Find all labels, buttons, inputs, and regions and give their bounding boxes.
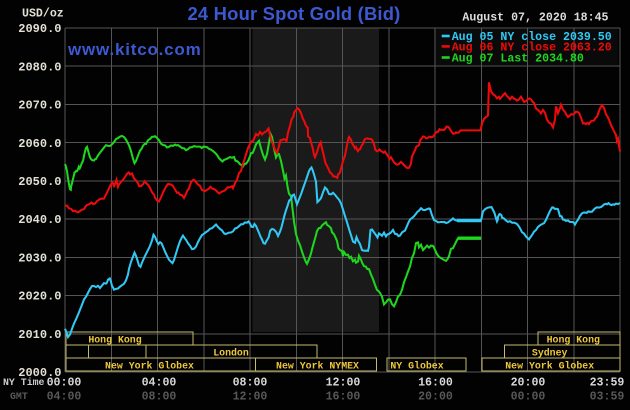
svg-text:16:00: 16:00 (326, 391, 361, 404)
svg-text:Hong Kong: Hong Kong (547, 335, 600, 346)
svg-text:2060.0: 2060.0 (18, 137, 61, 151)
svg-text:2010.0: 2010.0 (18, 328, 61, 342)
svg-text:12:00: 12:00 (326, 377, 361, 390)
svg-text:London: London (213, 348, 249, 359)
svg-text:New York Globex: New York Globex (505, 361, 594, 372)
svg-text:New York NYMEX: New York NYMEX (276, 361, 359, 372)
svg-text:2090.0: 2090.0 (18, 22, 61, 36)
svg-text:12:00: 12:00 (233, 391, 268, 404)
svg-text:Aug 06 NY close 2063.20: Aug 06 NY close 2063.20 (452, 41, 612, 54)
svg-text:2000.0: 2000.0 (18, 366, 61, 380)
svg-text:www.kitco.com: www.kitco.com (67, 40, 202, 59)
svg-text:August 07, 2020 18:45: August 07, 2020 18:45 (462, 11, 608, 24)
svg-text:Aug 07 Last 2034.80: Aug 07 Last 2034.80 (452, 53, 584, 66)
svg-text:2080.0: 2080.0 (18, 60, 61, 74)
svg-text:GMT: GMT (10, 391, 28, 402)
svg-text:2040.0: 2040.0 (18, 213, 61, 227)
svg-text:20:00: 20:00 (418, 391, 453, 404)
svg-text:04:00: 04:00 (142, 377, 177, 390)
svg-text:04:00: 04:00 (47, 391, 82, 404)
svg-text:2030.0: 2030.0 (18, 251, 61, 265)
svg-text:20:00: 20:00 (511, 377, 546, 390)
svg-text:USD/oz: USD/oz (22, 8, 64, 21)
svg-text:08:00: 08:00 (233, 377, 268, 390)
svg-text:00:00: 00:00 (47, 377, 82, 390)
svg-text:2070.0: 2070.0 (18, 99, 61, 113)
svg-text:00:00: 00:00 (511, 391, 546, 404)
svg-text:2050.0: 2050.0 (18, 175, 61, 189)
svg-text:24 Hour Spot Gold (Bid): 24 Hour Spot Gold (Bid) (187, 3, 400, 24)
svg-text:New York Globex: New York Globex (105, 361, 194, 372)
svg-text:Sydney: Sydney (532, 348, 568, 359)
svg-text:NY Time: NY Time (3, 377, 45, 388)
svg-text:08:00: 08:00 (142, 391, 177, 404)
svg-text:16:00: 16:00 (418, 377, 453, 390)
svg-text:Hong Kong: Hong Kong (88, 335, 141, 346)
svg-text:23:59: 23:59 (590, 377, 625, 390)
svg-text:NY Globex: NY Globex (390, 361, 443, 372)
svg-text:03:59: 03:59 (590, 391, 625, 404)
svg-text:2020.0: 2020.0 (18, 290, 61, 304)
svg-text:Aug 05 NY close 2039.50: Aug 05 NY close 2039.50 (452, 31, 612, 44)
